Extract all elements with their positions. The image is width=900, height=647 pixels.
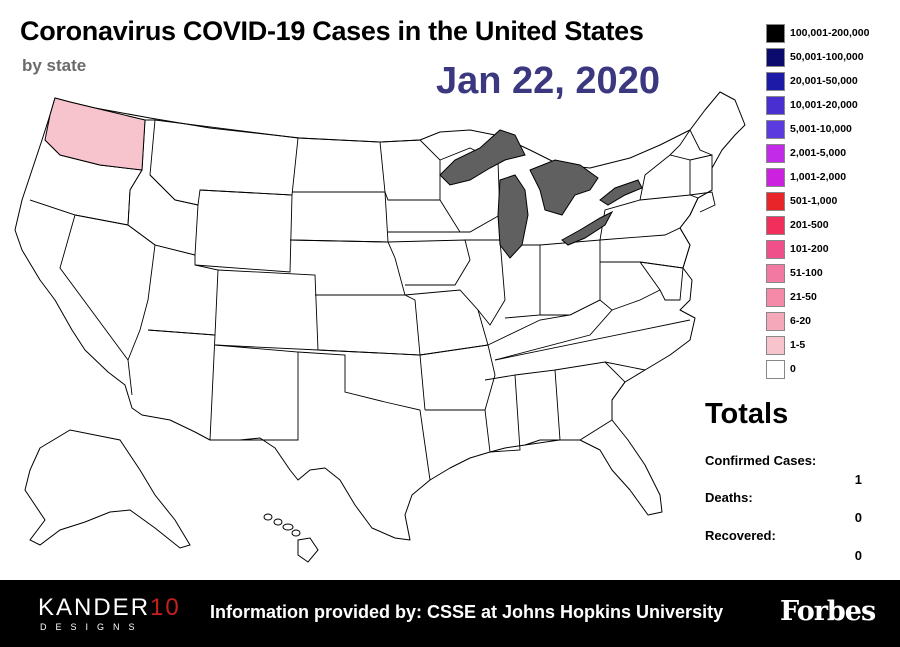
legend-swatch — [766, 264, 785, 283]
legend-label: 51-100 — [790, 267, 823, 279]
lake-michigan — [497, 174, 529, 259]
state-washington — [44, 97, 146, 171]
legend-swatch — [766, 192, 785, 211]
state-alaska — [24, 429, 191, 549]
legend-item: 100,001-200,000 — [766, 24, 896, 44]
legend-item: 5,001-10,000 — [766, 120, 896, 140]
legend-item: 501-1,000 — [766, 192, 896, 212]
map-subtitle: by state — [22, 56, 87, 75]
legend-item: 6-20 — [766, 312, 896, 332]
lake-ontario — [599, 179, 643, 206]
logo-text-main: KANDER — [38, 594, 151, 621]
legend-swatch — [766, 120, 785, 139]
legend-swatch — [766, 336, 785, 355]
legend-label: 50,001-100,000 — [790, 51, 864, 63]
forbes-logo: Forbes — [780, 596, 876, 627]
legend-label: 1,001-2,000 — [790, 171, 847, 183]
great-lakes — [439, 129, 643, 259]
lake-huron — [529, 159, 599, 216]
recovered-label: Recovered: — [705, 528, 776, 543]
legend-swatch — [766, 240, 785, 259]
legend-swatch — [766, 312, 785, 331]
legend-swatch — [766, 168, 785, 187]
logo-subtitle: DESIGNS — [40, 622, 144, 632]
legend-label: 6-20 — [790, 315, 812, 327]
recovered-value: 0 — [854, 548, 862, 563]
legend-label: 501-1,000 — [790, 195, 838, 207]
legend-item: 1-5 — [766, 336, 896, 356]
legend-item: 101-200 — [766, 240, 896, 260]
confirmed-cases-value: 1 — [854, 472, 862, 487]
legend-label: 21-50 — [790, 291, 817, 303]
us-map — [14, 91, 746, 563]
legend-swatch — [766, 144, 785, 163]
legend-swatch — [766, 72, 785, 91]
legend-item: 2,001-5,000 — [766, 144, 896, 164]
lake-superior — [439, 129, 526, 186]
totals-title: Totals — [705, 398, 789, 430]
legend-swatch — [766, 24, 785, 43]
legend-item: 10,001-20,000 — [766, 96, 896, 116]
date-label: Jan 22, 2020 — [436, 60, 660, 102]
legend-item: 21-50 — [766, 288, 896, 308]
legend-label: 5,001-10,000 — [790, 123, 852, 135]
deaths-label: Deaths: — [705, 490, 753, 505]
legend-swatch — [766, 288, 785, 307]
legend-item: 1,001-2,000 — [766, 168, 896, 188]
legend-label: 20,001-50,000 — [790, 75, 858, 87]
legend-label: 100,001-200,000 — [790, 27, 870, 39]
legend-swatch — [766, 360, 785, 379]
footer-bar: KANDER10 DESIGNS Information provided by… — [0, 580, 900, 647]
lake-erie — [561, 210, 614, 246]
legend-swatch — [766, 96, 785, 115]
legend-label: 10,001-20,000 — [790, 99, 858, 111]
state-borders — [29, 101, 716, 481]
legend-label: 2,001-5,000 — [790, 147, 847, 159]
confirmed-cases-label: Confirmed Cases: — [705, 453, 817, 468]
source-credit: Information provided by: CSSE at Johns H… — [210, 602, 724, 622]
legend-swatch — [766, 216, 785, 235]
legend-item: 50,001-100,000 — [766, 48, 896, 68]
legend-item: 51-100 — [766, 264, 896, 284]
legend-item: 20,001-50,000 — [766, 72, 896, 92]
kander10-logo: KANDER10 — [38, 594, 181, 622]
state-hawaii — [263, 513, 319, 563]
deaths-value: 0 — [854, 510, 862, 525]
logo-text-number: 10 — [150, 594, 181, 621]
legend-swatch — [766, 48, 785, 67]
legend-label: 1-5 — [790, 339, 806, 351]
legend-label: 101-200 — [790, 243, 829, 255]
legend-item: 201-500 — [766, 216, 896, 236]
legend-item: 0 — [766, 360, 896, 380]
legend-label: 0 — [790, 363, 796, 375]
map-title: Coronavirus COVID-19 Cases in the United… — [20, 16, 644, 46]
legend-label: 201-500 — [790, 219, 829, 231]
